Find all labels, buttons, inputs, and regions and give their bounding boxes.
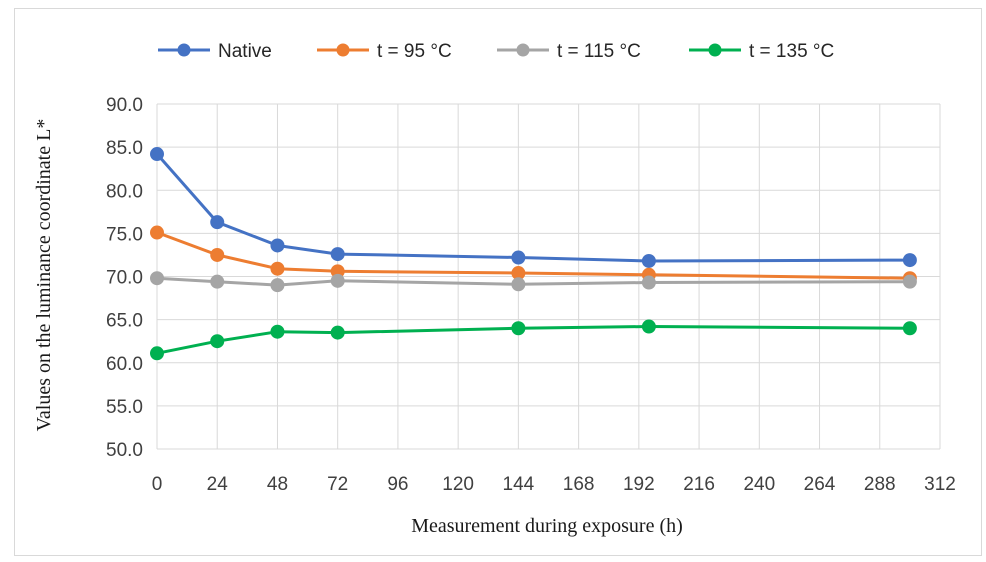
y-tick-label: 90.0 (106, 95, 143, 116)
y-tick-label: 50.0 (106, 440, 143, 461)
data-point-native (641, 253, 656, 268)
legend-swatch-marker (708, 43, 722, 57)
x-tick-label: 24 (207, 474, 229, 495)
x-tick-label: 288 (864, 474, 896, 495)
legend-swatch-marker (516, 43, 530, 57)
data-point-t-115-c (150, 271, 164, 286)
data-point-native (150, 147, 164, 162)
legend-label: t = 115 °C (557, 41, 641, 62)
series-t-115-c (150, 271, 917, 293)
data-point-t-135-c (902, 321, 917, 336)
x-axis-title: Measurement during exposure (h) (411, 515, 683, 537)
y-axis-title: Values on the luminance coordinate L* (33, 119, 55, 432)
series-line-t-115-c (156, 276, 910, 287)
series-line-t-95-c (156, 231, 910, 280)
data-point-t-135-c (210, 334, 225, 349)
data-point-t-115-c (270, 278, 285, 293)
data-point-native (330, 247, 345, 262)
x-tick-label: 96 (387, 474, 408, 495)
series-t-95-c (150, 225, 917, 286)
data-point-t-135-c (641, 319, 656, 334)
x-tick-label: 48 (267, 474, 288, 495)
data-point-t-95-c (150, 225, 164, 240)
data-point-native (511, 250, 526, 265)
x-tick-label: 216 (683, 474, 715, 495)
data-point-native (902, 253, 917, 268)
x-tick-label: 264 (804, 474, 836, 495)
x-tick-label: 168 (563, 474, 595, 495)
x-tick-label: 144 (503, 474, 535, 495)
series-native (150, 147, 917, 268)
y-tick-label: 65.0 (106, 311, 143, 332)
data-point-t-115-c (511, 277, 526, 292)
y-tick-label: 55.0 (106, 397, 143, 418)
y-tick-label: 60.0 (106, 354, 143, 375)
y-axis-ticks: 50.0 55.0 60.0 65.0 70.0 75.0 80.0 85.0 90.0 (106, 95, 143, 461)
legend-label: t = 95 °C (377, 41, 452, 62)
legend-item-t-135-c: t = 135 °C (689, 41, 834, 62)
data-point-t-115-c (641, 275, 656, 290)
legend-swatch-marker (336, 43, 350, 57)
data-point-t-135-c (150, 346, 164, 361)
legend-swatch-marker (177, 43, 191, 57)
legend-item-native: Native (158, 41, 272, 62)
y-tick-label: 70.0 (106, 268, 143, 289)
data-point-t-135-c (330, 325, 345, 340)
legend: Native t = 95 °C t = 115 °C t = 135 °C (158, 41, 834, 62)
data-point-native (270, 238, 285, 253)
data-point-t-135-c (511, 321, 526, 336)
series-line-native (155, 153, 910, 263)
y-tick-label: 80.0 (106, 181, 143, 202)
data-point-t-115-c (210, 274, 225, 289)
legend-item-t-95-c: t = 95 °C (317, 41, 452, 62)
data-point-t-95-c (210, 247, 225, 262)
y-tick-label: 85.0 (106, 138, 143, 159)
x-tick-label: 72 (327, 474, 348, 495)
data-point-t-115-c (330, 273, 345, 288)
legend-label: Native (218, 41, 272, 62)
x-tick-label: 0 (152, 474, 163, 495)
x-axis-ticks: 0 24 48 72 96 120 144 168 192 216 240 264 288 312 (152, 474, 956, 495)
series-t-135-c (150, 319, 917, 361)
x-tick-label: 312 (924, 474, 956, 495)
x-tick-label: 192 (623, 474, 655, 495)
x-tick-label: 120 (442, 474, 474, 495)
series-layer (150, 147, 917, 361)
data-point-t-115-c (902, 274, 917, 289)
legend-item-t-115-c: t = 115 °C (497, 41, 641, 62)
data-point-t-95-c (270, 261, 285, 276)
y-tick-label: 75.0 (106, 224, 143, 245)
x-tick-label: 240 (743, 474, 775, 495)
data-point-native (210, 215, 225, 230)
data-point-t-135-c (270, 324, 285, 339)
series-line-t-135-c (156, 325, 910, 355)
legend-label: t = 135 °C (749, 41, 834, 62)
